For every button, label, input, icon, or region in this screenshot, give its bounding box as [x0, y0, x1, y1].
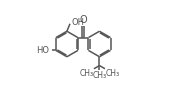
Text: O: O: [79, 15, 87, 25]
Text: HO: HO: [36, 46, 49, 55]
Text: CH₃: CH₃: [105, 69, 119, 78]
Text: OH: OH: [71, 18, 84, 27]
Text: CH₃: CH₃: [92, 71, 106, 80]
Text: CH₃: CH₃: [79, 69, 93, 78]
